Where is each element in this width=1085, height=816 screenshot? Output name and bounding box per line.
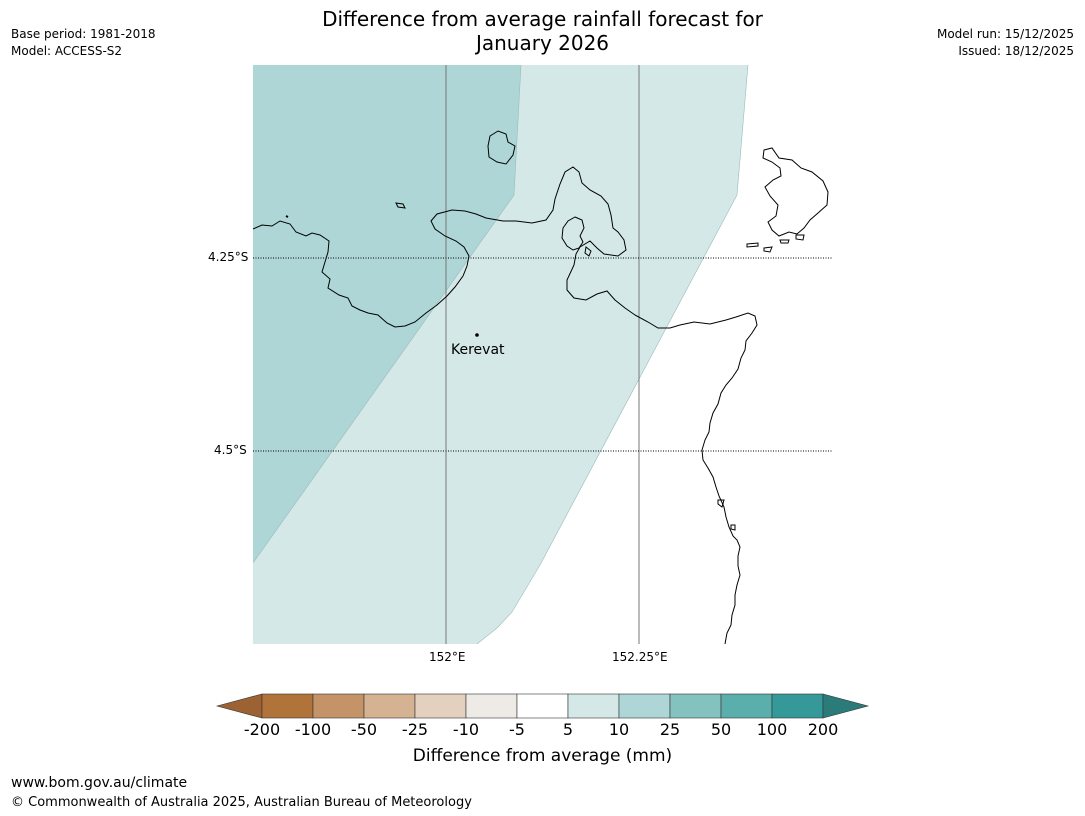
colorbar-swatch (414, 693, 467, 719)
colorbar-swatch (363, 693, 416, 719)
footer-copyright: © Commonwealth of Australia 2025, Austra… (11, 795, 472, 810)
colorbar-tick-label: 100 (756, 720, 788, 739)
colorbar-swatch (261, 693, 314, 719)
lat-label-4-25: 4.25°S (208, 250, 249, 264)
colorbar-tick-label: -50 (350, 720, 378, 739)
colorbar-tick-label: -25 (401, 720, 429, 739)
colorbar-tick-label: 5 (562, 720, 574, 739)
map-title-line2: January 2026 (475, 31, 610, 55)
colorbar-tick-label: 10 (608, 720, 630, 739)
band-10-25 (253, 65, 521, 563)
rainfall-shading (253, 65, 749, 644)
colorbar-tick-label: 200 (807, 720, 839, 739)
place-label-kerevat: Kerevat (451, 342, 505, 358)
colorbar-tick-label: -200 (243, 720, 281, 739)
colorbar-swatch (312, 693, 365, 719)
kerevat-marker (475, 333, 479, 337)
colorbar-swatch (567, 693, 620, 719)
colorbar (215, 693, 870, 719)
colorbar-label: Difference from average (mm) (412, 746, 673, 766)
colorbar-swatch (618, 693, 671, 719)
colorbar-swatch (669, 693, 722, 719)
footer-url[interactable]: www.bom.gov.au/climate (11, 775, 188, 791)
colorbar-tick-label: -5 (509, 720, 525, 739)
model-run: Model run: 15/12/2025 (936, 27, 1074, 41)
colorbar-swatch (516, 693, 569, 719)
colorbar-arrow-high (822, 693, 870, 719)
colorbar-swatch (465, 693, 518, 719)
colorbar-swatch (771, 693, 824, 719)
base-period: Base period: 1981-2018 (11, 27, 156, 41)
colorbar-tick-label: 25 (659, 720, 681, 739)
lon-label-152: 152°E (429, 650, 466, 664)
map-title-line1: Difference from average rainfall forecas… (322, 7, 763, 31)
lon-label-152-25: 152.25°E (612, 650, 668, 664)
colorbar-arrow-low (215, 693, 263, 719)
colorbar-tick-label: 50 (710, 720, 732, 739)
colorbar-tick-label: -100 (294, 720, 332, 739)
coastline (252, 130, 829, 645)
colorbar-swatch (720, 693, 773, 719)
model-name: Model: ACCESS-S2 (11, 44, 123, 58)
issued-date: Issued: 18/12/2025 (958, 44, 1074, 58)
colorbar-tick-label: -10 (452, 720, 480, 739)
lat-label-4-5: 4.5°S (214, 443, 247, 457)
